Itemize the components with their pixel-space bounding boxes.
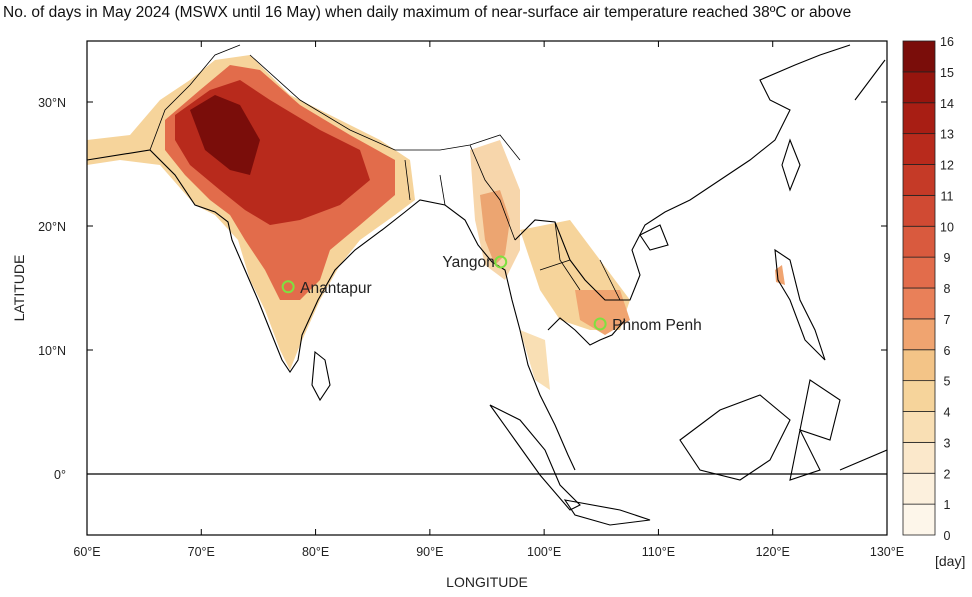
y-axis: 0° 10°N 20°N 30°N xyxy=(38,96,887,482)
colorbar-tick-label: 16 xyxy=(940,35,954,49)
colorbar-tick-label: 13 xyxy=(940,128,954,142)
colorbar-bin xyxy=(902,40,936,73)
colorbar-bin xyxy=(902,256,936,289)
location-marker xyxy=(494,255,508,269)
colorbar-bin xyxy=(902,133,936,165)
y-tick-label: 30°N xyxy=(38,96,66,110)
colorbar-tick-label: 9 xyxy=(944,251,951,265)
location-markers: Anantapur Yangon Phnom Penh xyxy=(281,254,702,334)
colorbar-unit: [day] xyxy=(935,553,965,569)
x-tick-label: 130°E xyxy=(870,545,904,559)
colorbar-bin xyxy=(902,380,936,412)
colorbar-bin xyxy=(902,349,936,382)
colorbar-tick-label: 4 xyxy=(944,406,951,420)
y-tick-label: 10°N xyxy=(38,344,66,358)
location-label: Yangon xyxy=(442,254,494,271)
colorbar-bin xyxy=(902,102,936,135)
y-tick-label: 20°N xyxy=(38,220,66,234)
location-label: Phnom Penh xyxy=(612,317,702,334)
country-borders xyxy=(149,44,621,301)
colorbar-tick-label: 5 xyxy=(944,375,951,389)
x-tick-label: 70°E xyxy=(188,545,215,559)
colorbar-tick-label: 10 xyxy=(940,220,954,234)
colorbar-bin xyxy=(902,411,936,443)
location-label: Anantapur xyxy=(300,280,372,297)
x-axis: 60°E 70°E 80°E 90°E 100°E 110°E 120°E 130°E xyxy=(73,41,904,559)
colorbar-tick-label: 7 xyxy=(944,313,951,327)
colorbar-bin xyxy=(902,503,936,536)
colorbar-tick-label: 3 xyxy=(944,436,951,450)
colorbar-bin xyxy=(902,441,936,474)
x-tick-label: 60°E xyxy=(73,545,100,559)
x-tick-label: 80°E xyxy=(302,545,329,559)
x-tick-label: 110°E xyxy=(642,545,675,559)
colorbar-tick-label: 2 xyxy=(944,467,951,481)
heat-field xyxy=(87,55,785,390)
colorbar-tick-label: 6 xyxy=(944,344,951,358)
x-tick-label: 90°E xyxy=(416,545,443,559)
y-tick-label: 0° xyxy=(54,468,66,482)
colorbar-bin xyxy=(902,194,936,227)
coastlines xyxy=(87,44,887,526)
plot-frame xyxy=(86,40,888,536)
figure-title: No. of days in May 2024 (MSWX until 16 M… xyxy=(3,4,852,21)
colorbar-bin xyxy=(902,472,936,505)
colorbar-tick-label: 15 xyxy=(940,66,954,80)
x-tick-label: 120°E xyxy=(756,545,790,559)
location-marker xyxy=(281,280,295,294)
colorbar-bin xyxy=(902,71,936,104)
map-area: Anantapur Yangon Phnom Penh xyxy=(87,44,887,526)
colorbar-tick-label: 14 xyxy=(940,97,954,111)
colorbar-bin xyxy=(902,225,936,258)
location-marker xyxy=(593,317,607,331)
colorbar-bin xyxy=(902,164,936,196)
colorbar-bin xyxy=(902,287,936,320)
y-axis-label: LATITUDE xyxy=(11,255,27,322)
colorbar-tick-label: 11 xyxy=(941,189,954,203)
colorbar-tick-label: 0 xyxy=(944,529,951,543)
colorbar-tick-label: 12 xyxy=(940,159,954,173)
x-tick-label: 100°E xyxy=(527,545,561,559)
colorbar-tick-label: 8 xyxy=(944,282,951,296)
colorbar-tick-label: 1 xyxy=(944,498,951,512)
x-axis-label: LONGITUDE xyxy=(446,574,528,590)
colorbar-bin xyxy=(902,318,936,351)
